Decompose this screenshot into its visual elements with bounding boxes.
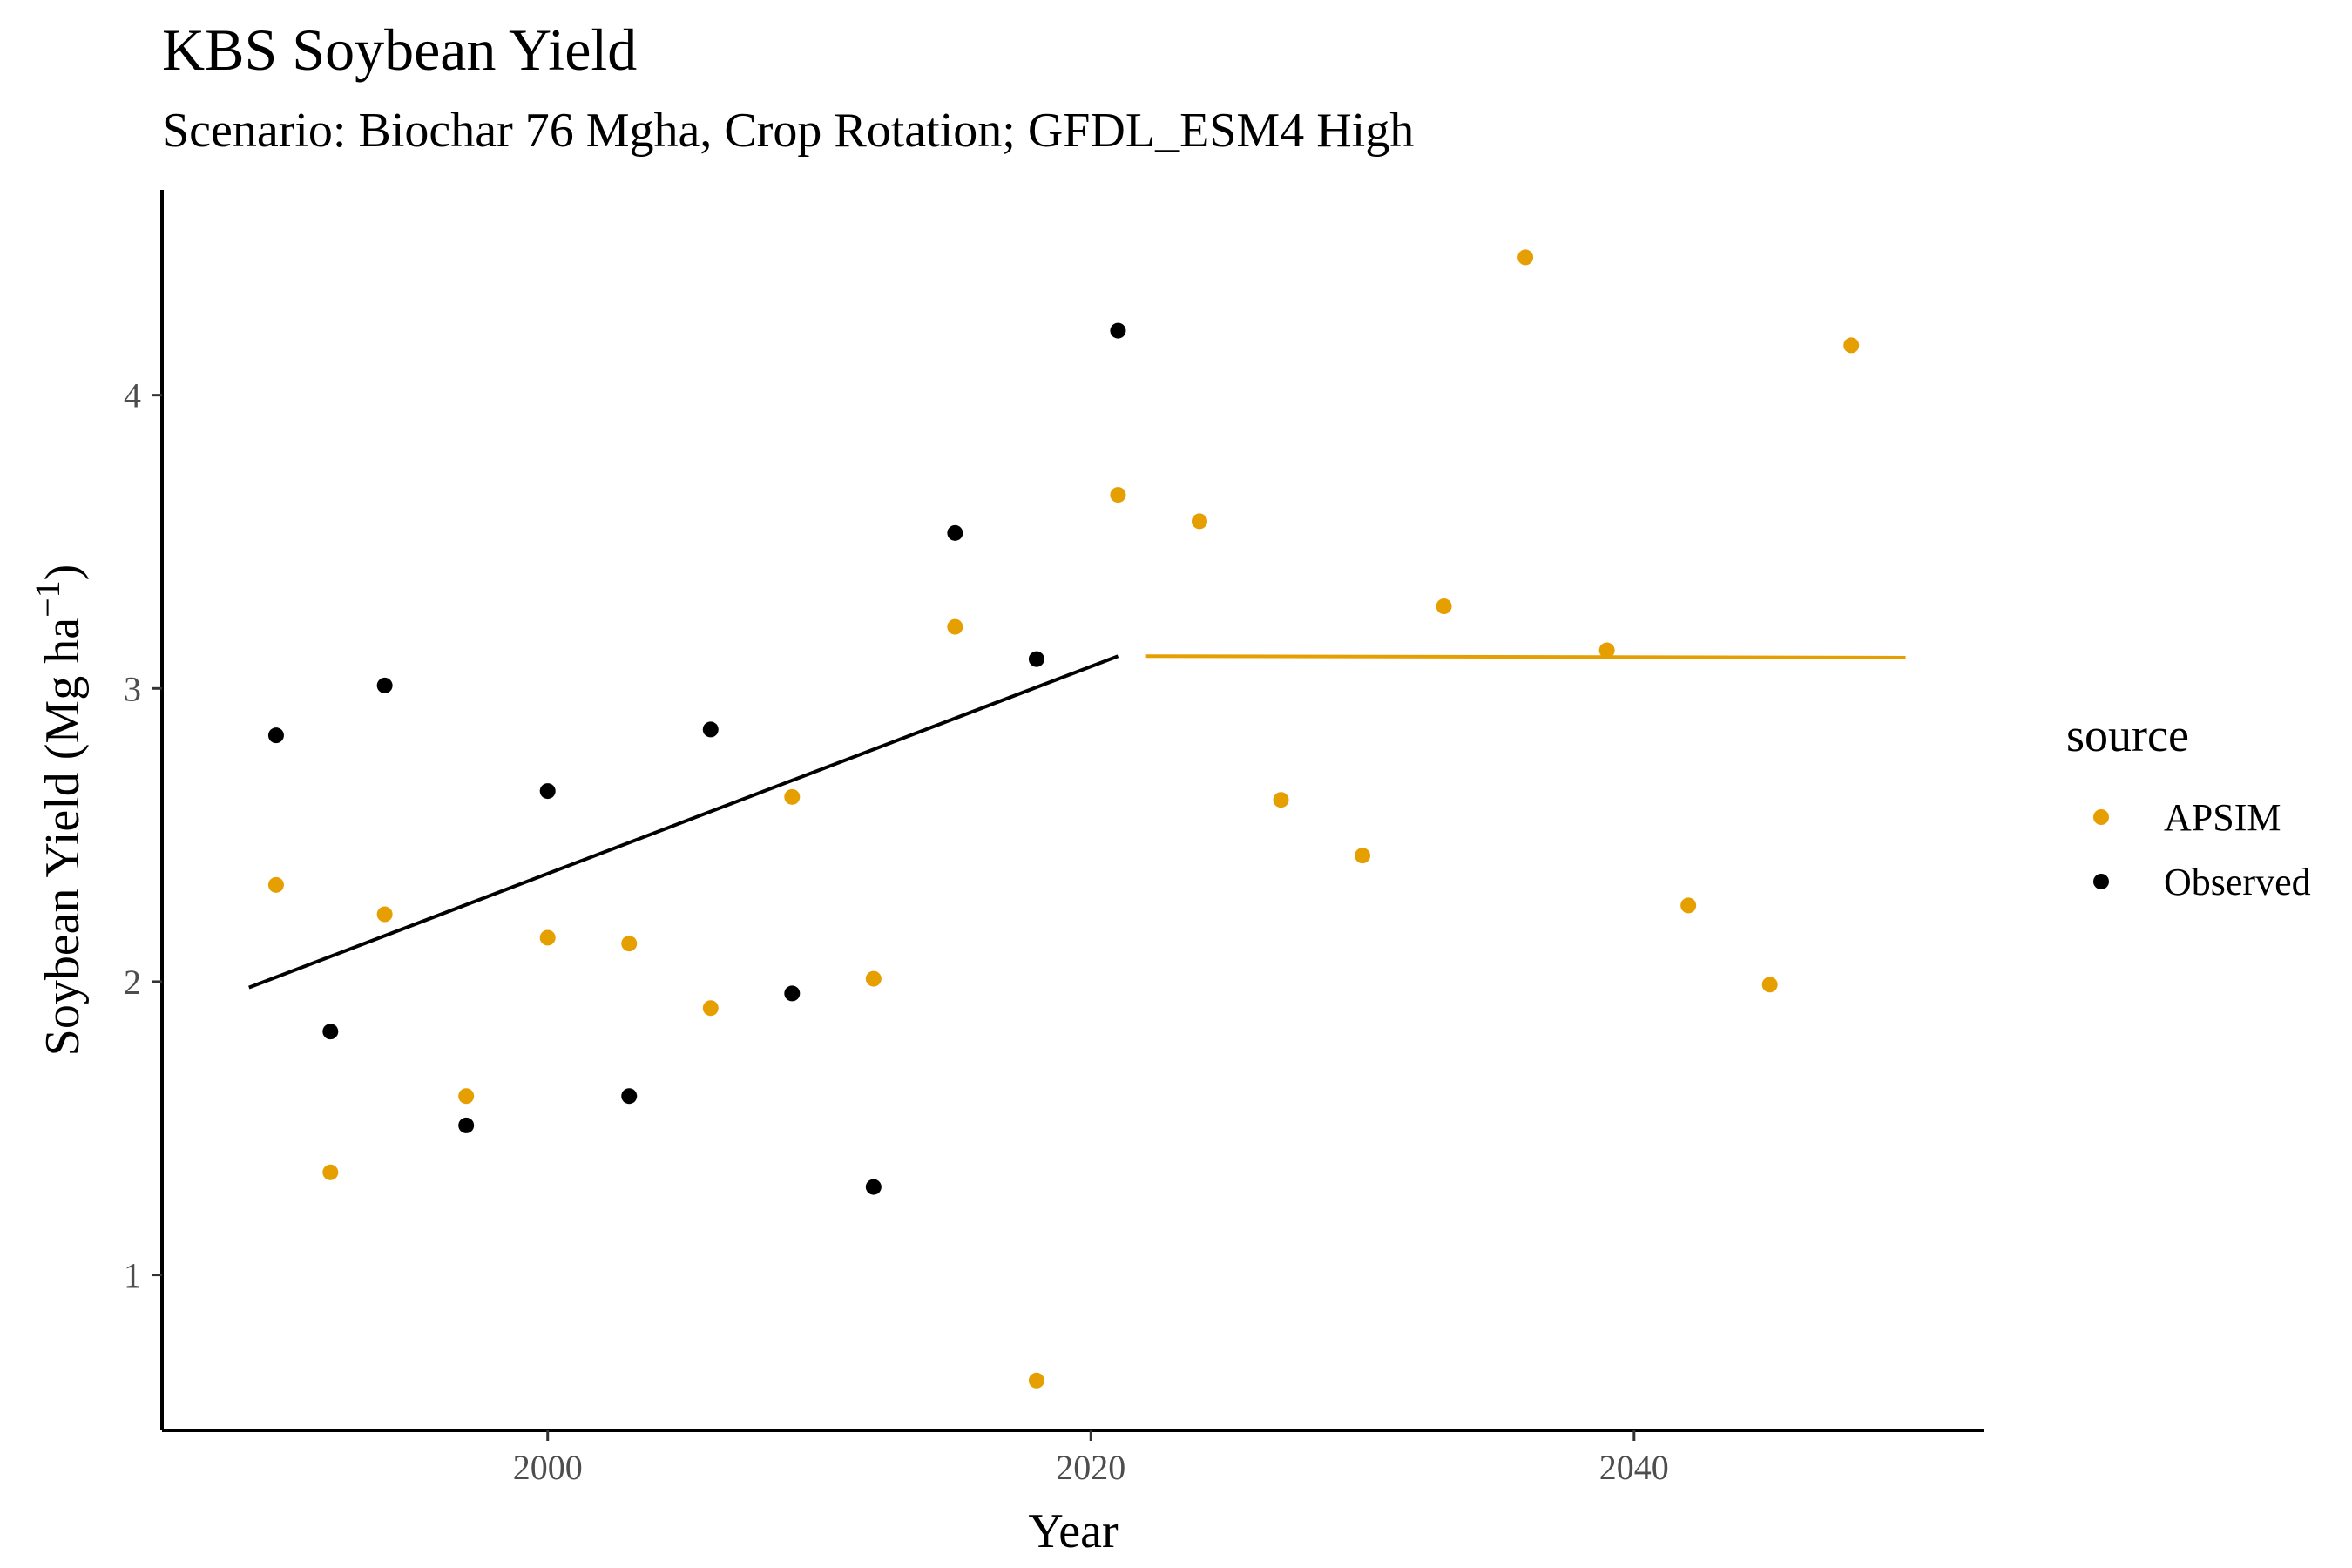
data-point-apsim bbox=[865, 970, 882, 987]
data-point-apsim bbox=[376, 906, 393, 923]
plot-area bbox=[248, 249, 1906, 1389]
trend-lines bbox=[248, 654, 1906, 990]
data-points bbox=[267, 249, 1860, 1389]
data-point-apsim bbox=[621, 936, 638, 952]
legend-label-apsim: APSIM bbox=[2164, 796, 2281, 839]
data-point-apsim bbox=[1843, 337, 1860, 354]
legend-title: source bbox=[2066, 709, 2189, 761]
data-point-apsim bbox=[1273, 792, 1289, 808]
data-point-observed bbox=[784, 985, 801, 1002]
data-point-apsim bbox=[267, 876, 284, 893]
data-point-apsim bbox=[1110, 487, 1126, 504]
data-point-apsim bbox=[1680, 897, 1697, 914]
x-axis-title: Year bbox=[1028, 1504, 1119, 1558]
data-point-observed bbox=[1110, 322, 1126, 339]
data-point-observed bbox=[267, 727, 284, 744]
chart-subtitle: Scenario: Biochar 76 Mgha, Crop Rotation… bbox=[162, 104, 1414, 158]
y-axis-title: Soybean Yield (Mg ha−1) bbox=[28, 564, 90, 1057]
legend-key-apsim bbox=[2093, 809, 2109, 825]
data-point-apsim bbox=[458, 1088, 475, 1105]
data-point-observed bbox=[458, 1117, 475, 1133]
y-ticks: 1 2 3 4 bbox=[124, 376, 162, 1295]
data-point-apsim bbox=[947, 618, 963, 635]
legend-items: APSIM Observed bbox=[2093, 796, 2311, 903]
x-tick-label: 2040 bbox=[1599, 1448, 1669, 1487]
data-point-apsim bbox=[784, 788, 801, 805]
y-tick-label: 4 bbox=[124, 376, 141, 416]
data-point-observed bbox=[322, 1024, 339, 1040]
y-axis-title-suffix: ) bbox=[36, 564, 90, 581]
chart-title: KBS Soybean Yield bbox=[162, 17, 637, 83]
y-tick-label: 2 bbox=[124, 963, 141, 1002]
data-point-apsim bbox=[1436, 598, 1452, 615]
data-point-observed bbox=[376, 677, 393, 693]
data-point-observed bbox=[1028, 651, 1044, 667]
y-axis-title-main: Soybean Yield (Mg ha bbox=[36, 618, 90, 1057]
y-tick-label: 1 bbox=[124, 1256, 141, 1295]
data-point-apsim bbox=[1761, 977, 1778, 993]
legend-label-observed: Observed bbox=[2164, 861, 2311, 903]
data-point-apsim bbox=[1517, 249, 1534, 266]
data-point-observed bbox=[702, 721, 719, 738]
x-ticks: 2000 2020 2040 bbox=[513, 1430, 1669, 1487]
y-tick-label: 3 bbox=[124, 669, 141, 708]
data-point-apsim bbox=[702, 1000, 719, 1017]
data-point-observed bbox=[947, 524, 963, 541]
data-point-observed bbox=[865, 1179, 882, 1195]
axes: 2000 2020 2040 1 2 3 4 bbox=[124, 190, 1984, 1487]
data-point-apsim bbox=[1355, 848, 1371, 864]
data-point-apsim bbox=[539, 929, 556, 946]
y-axis-title-superscript: −1 bbox=[28, 580, 67, 618]
x-tick-label: 2020 bbox=[1056, 1448, 1125, 1487]
x-tick-label: 2000 bbox=[513, 1448, 583, 1487]
trend-line-observed bbox=[248, 654, 1119, 990]
trend-line-apsim bbox=[1145, 654, 1906, 659]
data-point-apsim bbox=[1028, 1372, 1044, 1389]
data-point-apsim bbox=[1191, 513, 1207, 530]
legend: source APSIM Observed bbox=[2066, 709, 2311, 903]
legend-key-observed bbox=[2093, 874, 2109, 889]
data-point-observed bbox=[539, 783, 556, 800]
data-point-observed bbox=[621, 1088, 638, 1105]
data-point-apsim bbox=[1598, 642, 1615, 659]
data-point-apsim bbox=[322, 1164, 339, 1180]
